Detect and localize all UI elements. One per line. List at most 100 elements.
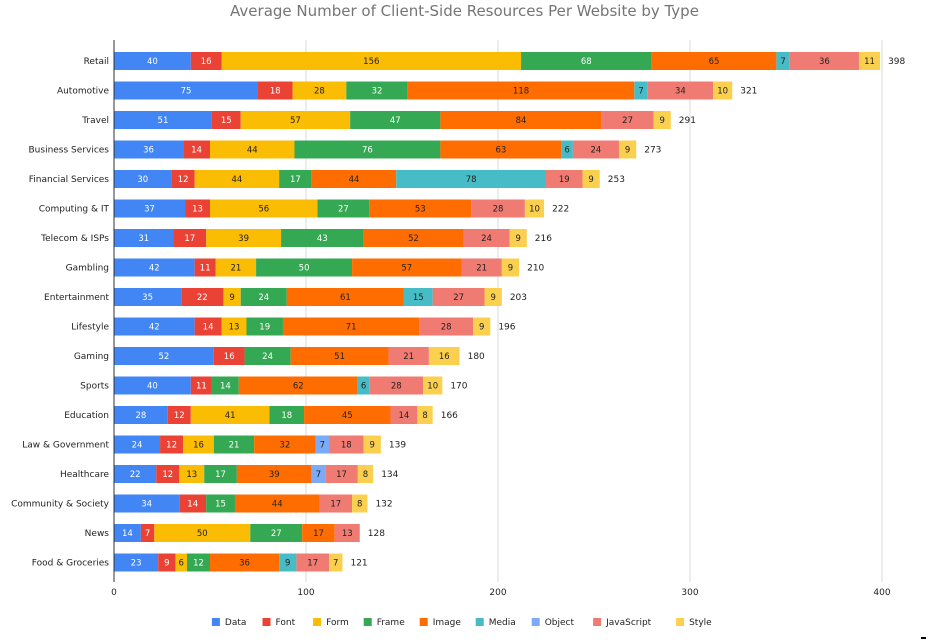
segment-value-label: 28 [441,323,452,333]
bar-row: 14 7 50 27 17 13 128 [114,524,385,542]
segment-value-label: 53 [415,205,426,215]
bar-segment-frame [186,553,210,572]
segment-value-label: 12 [174,411,185,421]
segment-value-label: 45 [342,411,353,421]
bar-segment-frame [246,317,283,336]
segment-value-label: 27 [453,293,464,303]
bar-row: 40 11 14 62 6 28 10 170 [114,376,468,395]
segment-value-label: 7 [145,529,150,539]
segment-value-label: 14 [203,323,214,333]
bar-segment-form [154,524,251,542]
bar-segment-object [315,435,330,454]
bar-segment-frame [213,435,255,454]
bar-segment-data [114,494,180,513]
segment-value-label: 17 [313,529,324,539]
segment-value-label: 10 [427,382,438,392]
total-label: 273 [644,146,661,156]
segment-value-label: 9 [625,146,630,156]
segment-value-label: 24 [132,441,143,451]
segment-value-label: 18 [281,411,292,421]
bar-segment-javascript [388,347,429,365]
bar-segment-data [114,406,168,424]
segment-value-label: 8 [422,411,427,421]
bar-segment-javascript [572,140,619,159]
segment-value-label: 28 [493,205,504,215]
segment-value-label: 56 [258,205,269,215]
legend-swatch [676,618,685,626]
bar-segment-data [114,317,195,336]
segment-value-label: 14 [191,146,202,156]
x-tick-label: 0 [111,588,117,598]
segment-value-label: 43 [317,234,328,244]
segment-value-label: 19 [259,323,270,333]
segment-value-label: 36 [819,57,830,67]
bar-segment-data [114,435,161,454]
bar-segment-image [236,465,312,483]
segment-value-label: 12 [162,470,173,480]
bar-segment-font [190,376,212,395]
segment-value-label: 57 [290,116,301,126]
total-label: 196 [498,323,515,333]
bar-row: 34 14 15 44 17 8 132 [114,494,393,513]
bar-segment-font [179,494,207,513]
segment-value-label: 7 [333,559,338,569]
legend-swatch [419,618,428,626]
bar-segment-data [114,140,184,159]
category-label: Sports [80,382,109,392]
bar-segment-javascript [369,376,424,395]
bar-segment-style [484,288,502,306]
bar-segment-frame [240,288,287,306]
segment-value-label: 12 [178,175,189,185]
segment-value-label: 17 [215,470,226,480]
legend-swatch [262,618,271,626]
bar-segment-image [304,406,391,424]
bar-segment-javascript [601,111,654,129]
segment-value-label: 8 [363,470,368,480]
segment-value-label: 15 [221,116,232,126]
bar-segment-font [140,524,155,542]
segment-value-label: 47 [390,116,401,126]
category-label: Healthcare [60,470,110,480]
bar-segment-style [713,81,733,100]
segment-value-label: 71 [346,323,357,333]
total-label: 134 [381,470,398,480]
segment-value-label: 14 [220,382,231,392]
bar-row: 75 18 28 32 118 7 34 10 321 [114,81,757,100]
bar-segment-form [240,111,351,129]
segment-value-label: 37 [144,205,155,215]
bar-segment-frame [250,524,303,542]
bar-segment-frame [317,199,370,218]
segment-value-label: 22 [197,293,208,303]
legend-label: Image [433,618,462,628]
bar-segment-form [194,170,280,188]
segment-value-label: 9 [659,116,664,126]
bar-segment-form [179,465,205,483]
segment-value-label: 27 [622,116,633,126]
segment-value-label: 118 [513,87,529,97]
segment-value-label: 11 [864,57,875,67]
bar-segment-data [114,347,214,365]
segment-value-label: 30 [137,175,148,185]
category-label: Gaming [74,352,109,362]
segment-value-label: 16 [193,441,204,451]
bar-segment-image [290,347,389,365]
total-label: 321 [740,87,757,97]
segment-value-label: 7 [638,87,643,97]
segment-value-label: 9 [229,293,234,303]
bar-segment-form [221,52,522,70]
x-tick-label: 200 [489,588,506,598]
segment-value-label: 9 [490,293,495,303]
legend-label: JavaScript [605,618,652,628]
segment-value-label: 44 [231,175,242,185]
segment-value-label: 17 [330,500,341,510]
segment-value-label: 16 [224,352,235,362]
legend-label: Data [225,618,247,628]
bar-segment-image [407,81,635,100]
segment-value-label: 9 [285,559,290,569]
segment-value-label: 50 [299,264,310,274]
segment-value-label: 23 [131,559,142,569]
segment-value-label: 44 [272,500,283,510]
bar-segment-style [509,229,527,247]
legend-item-media: Media [475,618,516,628]
bar-segment-frame [211,376,239,395]
